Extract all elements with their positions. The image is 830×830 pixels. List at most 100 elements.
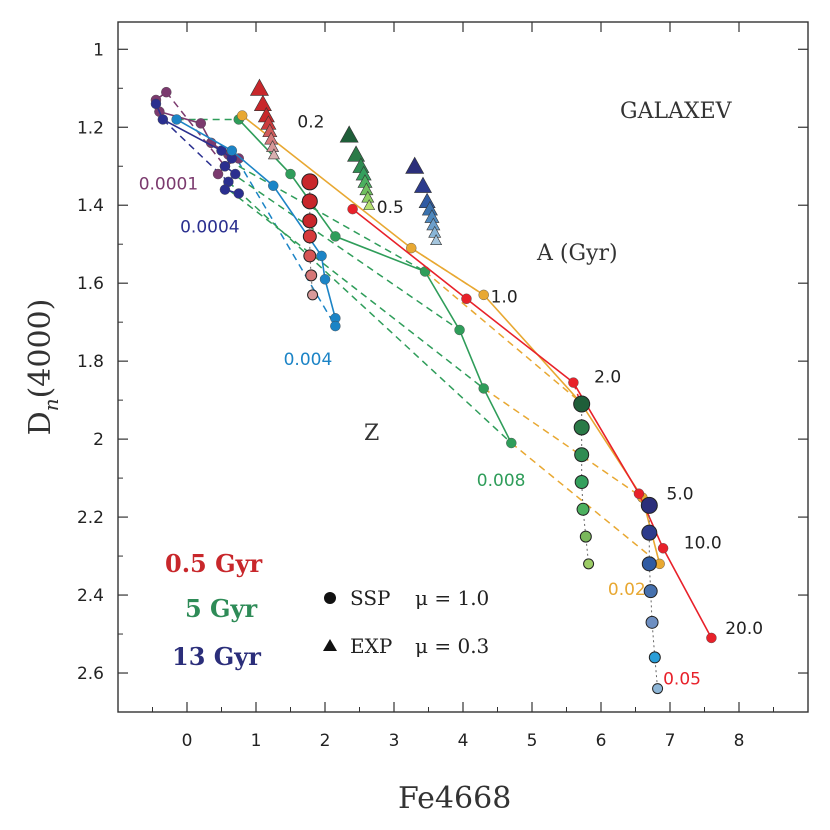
annotations: 0.2 0.5 1.0 2.0 5.0 10.0 20.0 0.0001 0.0004 0.004… [139,112,763,689]
y-tick-label: 2 [93,430,104,450]
series-point [285,168,296,180]
exp-triangle [347,145,366,162]
legend-age-2: 13 Gyr [172,642,261,671]
y-axis-title-sub: n [39,398,63,411]
series-point [478,289,489,301]
age-label: 20.0 [725,619,763,639]
age-point [648,651,661,664]
series-line [352,208,713,639]
y-axis-title: Dn(4000) [23,299,63,436]
age-point [652,683,664,695]
series-point [157,114,169,125]
series-point [330,320,341,332]
age-label: 10.0 [684,533,722,553]
series-point [657,543,669,554]
series-point [195,118,207,129]
series-point [454,324,465,336]
y-tick-label: 1.4 [77,196,104,216]
dashed-link [510,442,661,565]
series-point [233,188,244,199]
age-label: 2.0 [594,368,621,388]
series-point [236,110,248,121]
age-label: 0.5 [377,198,404,218]
series-point [406,242,417,254]
exp-triangle [430,234,443,246]
age-point [641,556,657,572]
age-point [583,558,595,570]
exp-triangle [413,176,432,193]
legend-age-1: 5 Gyr [185,594,257,623]
metallicity-label: 0.02 [608,580,646,600]
x-tick-label: 0 [182,731,193,751]
series-point [212,168,224,180]
x-tick-label: 1 [251,731,262,751]
exp-triangle [253,94,272,111]
series-point [230,168,241,180]
metallicity-label: 0.004 [284,350,333,370]
metallicity-label: 0.0004 [180,218,239,238]
dashed-link [165,91,226,167]
legend-age-0: 0.5 Gyr [165,549,263,578]
series-point [568,377,579,388]
age-point [574,475,589,489]
age-point [576,502,590,516]
x-tick-label: 4 [458,731,469,751]
dashed-link [227,181,512,444]
axis-ticks [118,22,808,712]
y-tick-label: 2.2 [77,508,104,528]
age-point [640,496,658,514]
age-label: 5.0 [667,485,694,505]
age-label: 1.0 [491,288,518,308]
age-label: 0.2 [297,112,324,132]
age-point [301,173,319,191]
series-point [478,383,489,394]
age-point [301,193,318,210]
series-point [268,180,279,191]
exp-triangle [249,78,269,96]
age-point [645,615,659,629]
svg-text:Dn(4000): Dn(4000) [23,299,63,436]
age-point [302,213,318,229]
y-tick-label: 1.6 [77,274,104,294]
age-point [573,395,591,413]
exp-triangle [418,192,436,209]
legend: 0.5 Gyr 5 Gyr 13 Gyr SSP μ = 1.0 EXP μ =… [165,549,489,671]
legend-ssp-mu: μ = 1.0 [415,586,489,610]
legend-circle-icon [324,592,336,604]
x-tick-label: 6 [596,731,607,751]
series-point [706,632,717,644]
exp-triangle [267,148,280,160]
legend-ssp-label: SSP [350,586,391,610]
series-point [150,98,162,110]
age-point [579,530,592,543]
age-point [303,249,317,263]
series-point [319,274,331,285]
series-point [633,488,645,499]
y-tick-label: 1 [93,40,104,60]
series-point [330,231,341,242]
x-tick-label: 7 [665,731,676,751]
y-tick-label: 1.2 [77,118,104,138]
dashed-link [424,270,581,403]
age-point [574,447,590,463]
series-point [161,86,172,98]
age-point [302,229,317,244]
series-point [461,293,472,304]
age-point [573,419,590,436]
y-axis-title-main: D [23,411,58,435]
exp-triangle [363,199,376,210]
x-tick-label: 2 [320,731,331,751]
series-point [506,437,517,449]
age-point [641,524,658,541]
dashed-link [483,387,643,499]
metallicity-label: 0.05 [663,670,701,690]
legend-exp-label: EXP [350,634,392,658]
series-point [219,161,231,172]
series-point [171,114,182,125]
x-axis-title: Fe4668 [398,781,511,816]
y-axis-title-rest: (4000) [23,299,58,399]
age-point [305,269,318,282]
y-tick-label: 2.4 [77,586,104,606]
legend-exp-mu: μ = 0.3 [415,634,489,658]
